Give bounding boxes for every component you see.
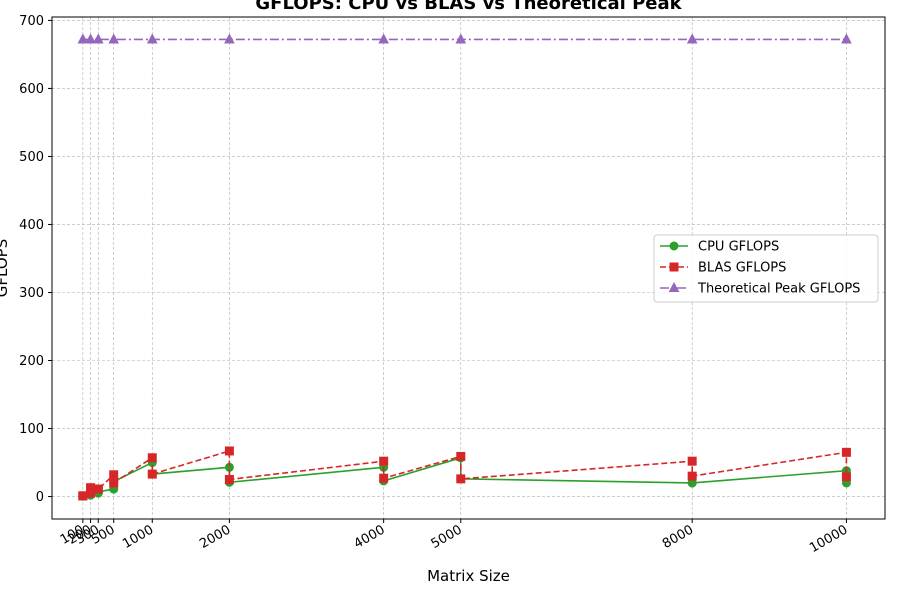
chart-title: GFLOPS: CPU vs BLAS vs Theoretical Peak (255, 0, 682, 14)
x-tick-label: 2000 (197, 522, 233, 552)
y-tick-label: 600 (19, 82, 44, 97)
data-point (147, 469, 157, 479)
data-point (109, 478, 119, 488)
data-point (224, 475, 234, 485)
y-tick-label: 700 (19, 14, 44, 29)
legend-label: BLAS GFLOPS (698, 261, 786, 276)
y-tick-label: 0 (36, 490, 44, 505)
plot-frame (51, 16, 886, 520)
x-tick-label: 8000 (660, 522, 696, 552)
data-point (687, 471, 697, 481)
series-theoretical-peak-gflops (77, 33, 852, 44)
data-point (379, 473, 389, 483)
data-point (841, 33, 852, 44)
data-point (92, 33, 104, 44)
y-tick-label: 500 (19, 150, 44, 165)
data-point (456, 451, 466, 461)
data-point (224, 446, 234, 456)
data-point (456, 474, 466, 484)
x-tick-label: 10000 (807, 522, 850, 556)
data-point (686, 33, 698, 44)
data-point (109, 470, 119, 480)
data-point (147, 453, 157, 463)
data-point (379, 456, 389, 466)
legend-label: CPU GFLOPS (698, 240, 779, 255)
y-tick-label: 300 (19, 286, 44, 301)
data-point (146, 33, 158, 44)
data-point (378, 33, 389, 44)
data-point (85, 33, 96, 44)
legend-box (653, 234, 879, 303)
data-point (108, 33, 120, 44)
y-axis-title: GFLOPS (0, 239, 11, 297)
series-line (82, 449, 848, 497)
series-blas-gflops (78, 446, 851, 501)
data-point (78, 491, 88, 501)
y-tick-label: 200 (19, 354, 44, 369)
data-point (93, 484, 103, 494)
x-tick-label: 1000 (120, 522, 156, 552)
legend-marker (669, 241, 679, 251)
data-point (841, 447, 851, 457)
legend: CPU GFLOPS BLAS GFLOPS Theoretical Peak GF… (653, 234, 879, 303)
legend-marker (669, 262, 679, 272)
data-point (224, 33, 235, 44)
data-point (687, 456, 697, 466)
legend-marker (668, 281, 680, 292)
data-point (86, 488, 96, 498)
x-axis-title: Matrix Size (427, 567, 510, 585)
legend-label: Theoretical Peak GFLOPS (697, 282, 860, 297)
data-point (841, 472, 851, 482)
data-point (455, 33, 467, 44)
plot-series (77, 33, 852, 501)
y-tick-label: 100 (19, 422, 44, 437)
data-point (77, 33, 89, 44)
y-tick-label: 400 (19, 218, 44, 233)
x-tick-label: 5000 (429, 522, 465, 552)
x-tick-label: 4000 (351, 522, 387, 552)
